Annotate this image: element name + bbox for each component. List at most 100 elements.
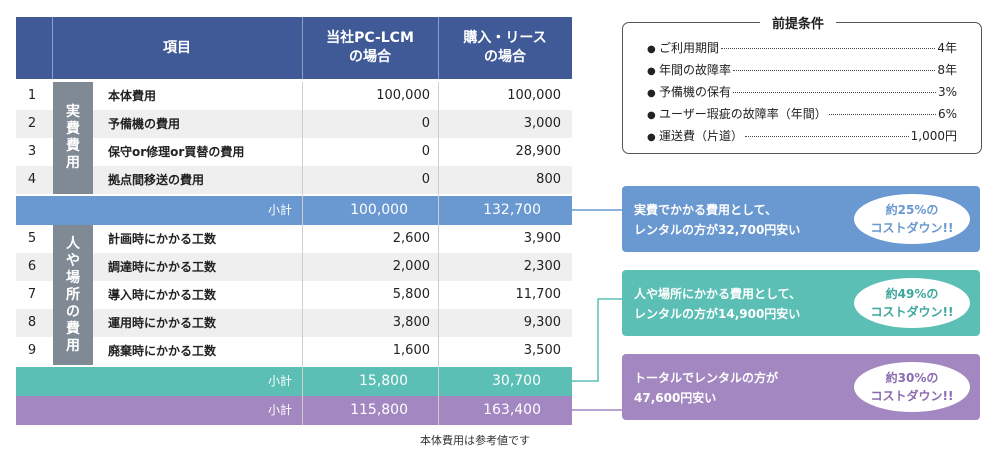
premises-box: 前提条件 ● ご利用期間 4年 ● 年間の故障率 8年 ● 予備機の保有 3% ● ユーザー瑕… — [622, 13, 982, 154]
callout-line: トータルでレンタルの方が — [634, 371, 779, 385]
column-divider — [302, 82, 303, 425]
list-item: ● ご利用期間 4年 — [647, 39, 957, 61]
callout-actual-cost: 実費でかかる費用として、 レンタルの方が32,700円安い 約25%の コストダ… — [622, 186, 980, 252]
row-number: 3 — [27, 144, 37, 159]
subtotal-own: 15,800 — [359, 373, 408, 389]
subtotal-own: 115,800 — [350, 402, 408, 418]
subtotal-buy: 132,700 — [483, 202, 541, 218]
row-item: 拠点間移送の費用 — [108, 173, 205, 187]
row-item: 運用時にかかる工数 — [108, 316, 217, 330]
row-item: 保守or修理or買替の費用 — [108, 145, 245, 159]
row-number: 9 — [27, 343, 37, 358]
callout-text: トータルでレンタルの方が 47,600円安い — [634, 368, 778, 408]
row-item: 廃棄時にかかる工数 — [108, 344, 217, 358]
callout-line: レンタルの方が32,700円安い — [634, 223, 801, 237]
premise-label: 運送費（片道） — [659, 129, 744, 143]
row-buy-value: 3,000 — [523, 116, 561, 131]
subtotal-row-actual: 小計 100,000 132,700 — [16, 196, 572, 225]
header-buy-line2: の場合 — [484, 49, 526, 65]
premise-value: 4年 — [937, 41, 957, 55]
table-row: 8 運用時にかかる工数 3,800 9,300 — [16, 309, 572, 337]
table-row: 9 廃棄時にかかる工数 1,600 3,500 — [16, 337, 572, 365]
table-row: 7 導入時にかかる工数 5,800 11,700 — [16, 281, 572, 309]
premise-value: 8年 — [937, 63, 957, 77]
subtotal-buy: 163,400 — [483, 402, 541, 418]
subtotal-row-people: 小計 15,800 30,700 — [16, 367, 572, 396]
table-row: 1 本体費用 100,000 100,000 — [16, 82, 572, 110]
badge-percent: 約49%の — [885, 287, 939, 301]
group-char: や — [66, 252, 80, 269]
row-number: 8 — [27, 315, 37, 330]
callout-line: 47,600円安い — [634, 391, 717, 405]
group-char: 所 — [66, 286, 80, 303]
table-row: 6 調達時にかかる工数 2,000 2,300 — [16, 253, 572, 281]
badge-text: コストダウン!! — [870, 305, 954, 319]
callout-connectors — [572, 209, 622, 411]
leader-dots — [745, 136, 909, 137]
badge-text: コストダウン!! — [870, 221, 954, 235]
premise-label: ユーザー瑕疵の故障率（年間） — [659, 107, 827, 121]
row-item: 本体費用 — [108, 89, 157, 103]
premise-label: ご利用期間 — [659, 41, 720, 55]
callout-line: 人や場所にかかる費用として、 — [634, 287, 802, 301]
subtotal-label: 小計 — [267, 403, 292, 417]
header-divider — [52, 17, 53, 79]
row-item: 予備機の費用 — [108, 117, 181, 131]
row-buy-value: 28,900 — [515, 144, 562, 159]
row-number: 2 — [27, 116, 37, 131]
connector-line-teal — [572, 298, 622, 382]
row-buy-value: 3,500 — [523, 343, 561, 358]
header-divider — [438, 17, 439, 79]
row-buy-value: 11,700 — [515, 287, 562, 302]
premises-list: ● ご利用期間 4年 ● 年間の故障率 8年 ● 予備機の保有 3% ● ユーザー瑕疵の故障率… — [647, 39, 957, 149]
bullet-icon: ● — [647, 66, 656, 77]
table-row: 4 拠点間移送の費用 0 800 — [16, 166, 572, 194]
group-char: 場 — [66, 269, 80, 286]
list-item: ● 予備機の保有 3% — [647, 83, 957, 105]
subtotal-row-total: 小計 115,800 163,400 — [16, 396, 572, 425]
leader-dots — [721, 48, 936, 49]
row-number: 1 — [27, 88, 37, 103]
group-label-actual-cost: 実 費 費 用 — [53, 82, 93, 194]
row-own-value: 5,800 — [392, 287, 430, 302]
list-item: ● ユーザー瑕疵の故障率（年間） 6% — [647, 105, 957, 127]
row-number: 5 — [27, 231, 37, 246]
table-row: 5 計画時にかかる工数 2,600 3,900 — [16, 225, 572, 253]
cost-down-badge: 約30%の コストダウン!! — [854, 362, 970, 412]
subtotal-buy: 30,700 — [492, 373, 541, 389]
leader-dots — [733, 92, 936, 93]
row-own-value: 0 — [421, 116, 430, 131]
cost-down-badge: 約49%の コストダウン!! — [854, 278, 970, 328]
list-item: ● 運送費（片道） 1,000円 — [647, 127, 957, 149]
group-char: の — [66, 303, 80, 320]
subtotal-label: 小計 — [267, 203, 292, 217]
column-divider — [438, 82, 439, 425]
row-buy-value: 800 — [536, 172, 561, 187]
header-own: 当社PC-LCM の場合 — [302, 17, 438, 79]
group-char: 費 — [66, 121, 80, 137]
row-own-value: 0 — [421, 172, 430, 187]
header-own-line1: 当社PC-LCM — [326, 30, 414, 46]
premise-value: 6% — [937, 107, 957, 121]
group-char: 用 — [66, 155, 80, 171]
bullet-icon: ● — [647, 88, 656, 99]
callout-text: 人や場所にかかる費用として、 レンタルの方が14,900円安い — [634, 284, 801, 324]
cost-down-badge: 約25%の コストダウン!! — [854, 194, 970, 244]
group-char: 費 — [66, 138, 80, 154]
footnote: 本体費用は参考値です — [420, 434, 530, 447]
group-label-people-place-cost: 人 や 場 所 の 費 用 — [53, 225, 93, 365]
header-divider — [302, 17, 303, 79]
header-item: 項目 — [163, 39, 191, 56]
row-own-value: 0 — [421, 144, 430, 159]
row-item: 調達時にかかる工数 — [108, 260, 217, 274]
premises-title: 前提条件 — [760, 13, 837, 32]
premise-label: 年間の故障率 — [659, 63, 732, 77]
table-header: 項目 当社PC-LCM の場合 購入・リース の場合 — [16, 17, 572, 79]
subtotal-own: 100,000 — [350, 202, 408, 218]
row-buy-value: 9,300 — [523, 315, 561, 330]
row-own-value: 2,600 — [392, 231, 430, 246]
callout-line: レンタルの方が14,900円安い — [634, 307, 801, 321]
badge-percent: 約25%の — [885, 203, 939, 217]
row-buy-value: 100,000 — [507, 88, 561, 103]
badge-text: コストダウン!! — [870, 389, 954, 403]
